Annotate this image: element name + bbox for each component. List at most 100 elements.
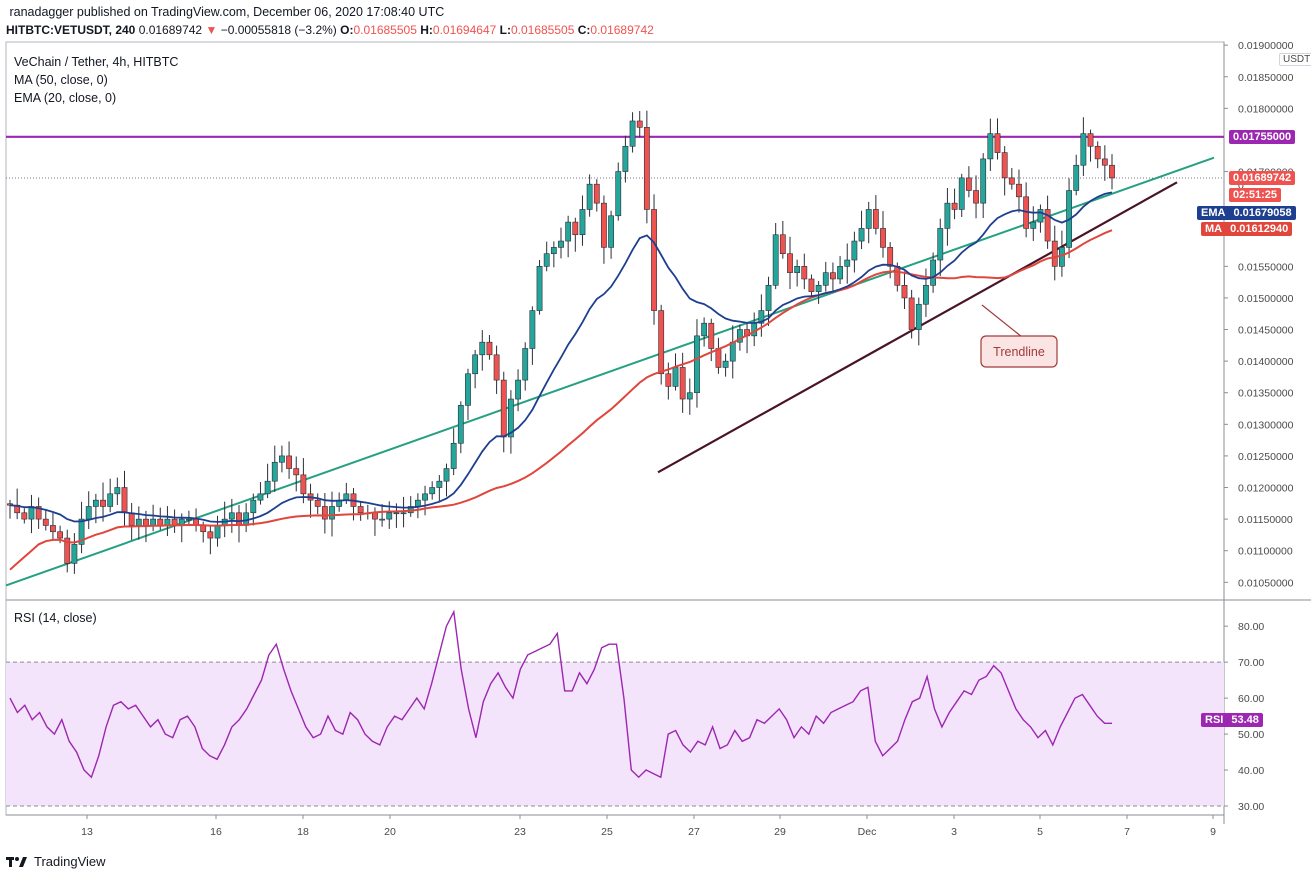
candle-body [665, 373, 672, 387]
candle-body [422, 493, 428, 501]
legend-title[interactable]: VeChain / Tether, 4h, HITBTC [14, 55, 179, 69]
candle-body [293, 468, 300, 476]
candle-body [1080, 133, 1087, 166]
candle-body [472, 354, 479, 375]
price-tick-label: 0.01100000 [1238, 546, 1293, 558]
time-tick-label: 29 [774, 826, 786, 838]
candle-body [200, 525, 207, 533]
candle-body [300, 474, 307, 495]
candle-body [85, 506, 92, 520]
candle-body [143, 518, 149, 526]
rsi-tick-label: 30.00 [1238, 801, 1264, 813]
price-tick-label: 0.01800000 [1238, 103, 1294, 115]
candle-body [271, 461, 278, 482]
candle-body [1101, 158, 1108, 166]
legend-ema[interactable]: EMA (20, close, 0) [14, 91, 117, 105]
chart-frame [5, 41, 1311, 824]
candle-body [443, 468, 450, 482]
candle-body [794, 266, 801, 273]
trendline-annotation: Trendline [993, 345, 1045, 359]
candle-body [758, 310, 765, 324]
candle-body [686, 392, 693, 400]
candle-body [994, 133, 1001, 153]
ema-tag: EMA [1197, 206, 1230, 220]
candle-body [1001, 152, 1008, 179]
candle-body [915, 303, 922, 330]
down-arrow-icon: ▼ [205, 23, 218, 37]
candle-body [722, 360, 729, 368]
legend-ma[interactable]: MA (50, close, 0) [14, 73, 108, 87]
publisher-line: ranadagger published on TradingView.com,… [6, 5, 444, 19]
candle-body [257, 493, 264, 501]
candle-body [35, 506, 42, 520]
rsi-tick-label: 80.00 [1238, 621, 1264, 633]
symbol-label[interactable]: HITBTC:VETUSDT, 240 [6, 23, 136, 37]
candle-body [436, 480, 443, 488]
candle-body [121, 487, 128, 514]
candle-body [908, 297, 915, 330]
candle-body [286, 455, 292, 469]
candle-body [558, 240, 564, 248]
candle-body [872, 209, 879, 229]
candle-body [479, 341, 486, 356]
ema-price-tag: EMA 0.01679058 [1197, 206, 1296, 220]
candle-body [1044, 209, 1051, 242]
ema-value: 0.01679058 [1229, 206, 1296, 220]
candle-body [185, 518, 192, 521]
price-tick-label: 0.01450000 [1238, 325, 1294, 337]
candle-body [629, 120, 636, 147]
candle-body [228, 512, 235, 520]
candle-body [729, 341, 736, 362]
candle-body [1051, 240, 1058, 267]
candle-body [1030, 221, 1037, 229]
candle-body [622, 145, 629, 172]
time-tick-label: 5 [1037, 826, 1043, 838]
publisher-text: ranadagger published on TradingView.com,… [9, 5, 445, 19]
candle-body [865, 209, 872, 229]
high-value: 0.01694647 [432, 23, 497, 37]
open-value: 0.01685505 [353, 23, 417, 37]
price-tick-label: 0.01550000 [1238, 261, 1294, 273]
candle-body [543, 253, 550, 267]
candle-body [400, 512, 407, 515]
candle-body [672, 367, 679, 387]
candle-body [71, 544, 78, 564]
rsi-tick-label: 70.00 [1238, 657, 1264, 669]
candle-body [150, 518, 157, 526]
candle-body [372, 512, 378, 520]
candle-body [1073, 164, 1080, 191]
candle-body [608, 215, 614, 248]
candle-body [21, 512, 28, 520]
candle-body [679, 367, 686, 400]
time-tick-label: 25 [601, 826, 613, 838]
candle-body [515, 379, 521, 400]
rsi-band-fill [6, 662, 1224, 807]
candle-body [157, 518, 164, 526]
rsi-band [6, 661, 1224, 807]
candle-body [565, 221, 572, 242]
candle-body [1087, 133, 1094, 147]
candle-body [772, 234, 779, 286]
tradingview-logo-icon [6, 856, 27, 867]
candle-body [393, 512, 400, 515]
time-tick-label: 9 [1210, 826, 1216, 838]
candle-body [78, 518, 85, 545]
candle-body [779, 234, 786, 254]
close-label: C: [577, 23, 591, 37]
candle-body [901, 284, 908, 299]
candle-body [214, 525, 221, 539]
rsi-tick-label: 50.00 [1238, 729, 1264, 741]
rsi-title[interactable]: RSI (14, close) [14, 611, 97, 625]
candle-body [636, 120, 643, 128]
candle-body [1037, 209, 1044, 223]
low-value: 0.01685505 [510, 23, 575, 37]
candle-body [536, 266, 543, 311]
candle-body [429, 487, 436, 495]
price-tick-label: 0.01150000 [1238, 514, 1293, 526]
candle-body [586, 183, 593, 210]
candle-body [643, 127, 650, 210]
candle-body [973, 190, 979, 204]
candle-body [987, 133, 994, 160]
candle-body [207, 531, 214, 539]
